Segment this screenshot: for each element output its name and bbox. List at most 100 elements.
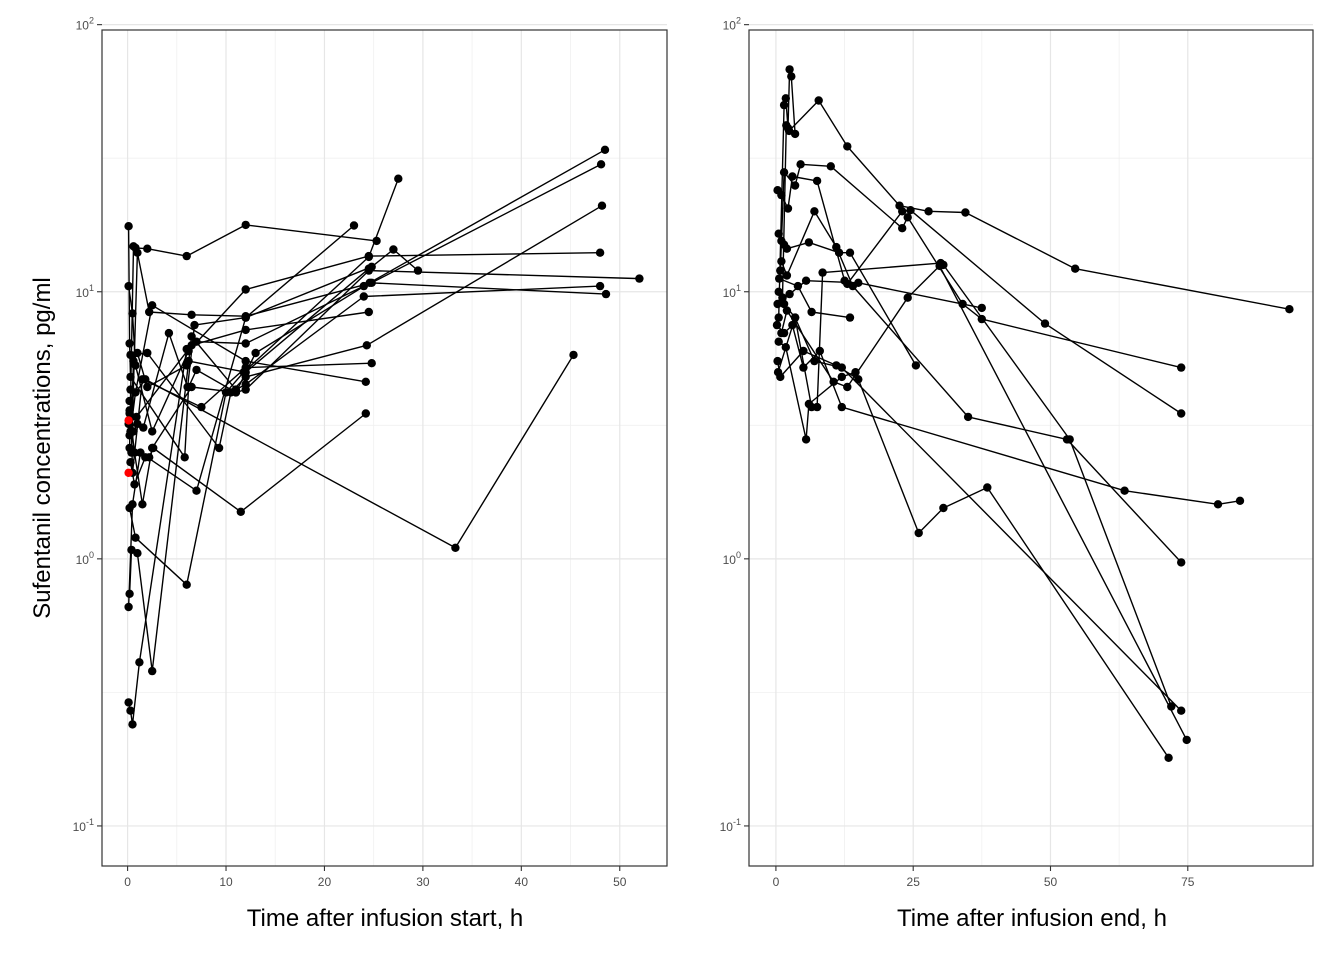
y-tick-label: 102	[76, 16, 94, 33]
data-point-s12-5	[367, 359, 376, 368]
data-point-s1-6	[924, 207, 933, 216]
data-point-s5-2	[810, 207, 819, 216]
data-point-s9-1	[781, 343, 790, 352]
data-point-s14-3	[145, 453, 154, 462]
data-point-s13-3	[845, 313, 855, 322]
data-point-s8-6	[597, 201, 607, 210]
data-point-s12-6	[1182, 735, 1191, 745]
y-tick-label: 101	[76, 283, 94, 300]
data-point-s2-1	[779, 168, 789, 177]
data-point-s13-2	[451, 543, 460, 552]
data-point-s7-8	[1065, 435, 1074, 444]
y-tick-label: 100	[723, 550, 741, 567]
data-point-s15-5	[183, 382, 192, 392]
data-point-s2-6	[372, 236, 381, 246]
data-point-s16-1	[129, 356, 138, 366]
data-point-s12-0	[126, 385, 135, 394]
data-point-s4-0	[774, 229, 783, 238]
panel-left: 0 10 20 30 40 50 10-1 100 101 102	[73, 16, 668, 889]
data-point-s11-0	[125, 503, 134, 513]
data-point-s15-6	[190, 320, 199, 330]
x-tick-label: 75	[1181, 875, 1195, 889]
data-point-s15-7	[241, 313, 250, 322]
data-point-s7-4	[812, 402, 822, 412]
data-point-s8-2	[214, 443, 224, 453]
data-point-s0-5	[192, 365, 201, 375]
data-point-s7-1	[130, 448, 139, 457]
data-point-s9-6	[914, 528, 923, 538]
data-point-s12-0	[777, 328, 786, 338]
data-point-s10-2	[799, 346, 808, 356]
data-point-s7-2	[138, 500, 147, 509]
data-point-s9-4	[364, 307, 373, 317]
data-point-s8-5	[362, 341, 371, 350]
data-point-s11-3	[221, 388, 231, 397]
data-point-s1-2	[784, 126, 794, 136]
data-point-s9-2	[801, 435, 811, 444]
data-point-s3-7	[898, 207, 907, 216]
data-point-s9-0	[774, 337, 783, 346]
data-point-s7-8	[601, 289, 611, 299]
data-point-s0-1	[779, 100, 789, 110]
data-point-s7-9	[1167, 702, 1176, 711]
data-point-s0-2	[781, 94, 790, 103]
data-point-s2-3	[143, 244, 152, 253]
data-point-s5-3	[148, 666, 157, 676]
data-point-s10-0	[124, 602, 133, 612]
x-axis-title-right: Time after infusion end, h	[897, 905, 1167, 932]
highlight-point-0	[124, 416, 133, 425]
data-point-s6-0	[773, 299, 782, 309]
data-point-s9-8	[983, 483, 992, 492]
data-point-s8-0	[772, 320, 782, 330]
data-point-s16-6	[241, 368, 250, 377]
data-point-s13-2	[807, 307, 816, 317]
data-point-s10-3	[192, 486, 201, 495]
series-line-13	[778, 277, 851, 319]
data-point-s0-9	[635, 274, 644, 283]
data-point-s1-0	[124, 281, 133, 291]
data-point-s10-4	[854, 375, 863, 384]
data-point-s4-3	[148, 301, 157, 310]
data-point-s4-3	[782, 244, 792, 253]
data-point-s11-0	[773, 368, 783, 377]
data-point-s4-4	[804, 238, 814, 247]
data-point-s5-6	[241, 380, 250, 389]
panel-right: 0 25 50 75 10-1 100 101 102	[720, 16, 1314, 889]
data-point-s16-7	[364, 264, 373, 273]
data-point-s15-4	[164, 328, 174, 338]
data-point-s5-7	[1177, 558, 1186, 567]
x-tick-label: 0	[773, 875, 780, 889]
x-tick-label: 30	[416, 875, 430, 889]
data-point-s8-2	[788, 320, 797, 330]
data-point-s2-5	[241, 220, 250, 230]
data-point-s14-6	[361, 409, 370, 418]
data-point-s1-3	[148, 427, 157, 436]
data-point-s12-3	[197, 402, 206, 412]
data-point-s11-5	[364, 252, 373, 262]
data-point-s2-4	[182, 251, 191, 261]
data-point-s3-6	[596, 160, 606, 169]
data-point-s3-1	[133, 248, 142, 257]
data-point-s3-3	[187, 310, 196, 319]
x-tick-label: 50	[613, 875, 627, 889]
data-point-s7-7	[365, 278, 374, 287]
data-point-s5-1	[782, 271, 792, 280]
data-point-s4-4	[241, 356, 250, 366]
data-point-s5-5	[963, 412, 973, 422]
data-point-s6-1	[126, 706, 135, 715]
y-tick-label: 102	[723, 16, 741, 33]
data-point-s2-9	[1177, 363, 1186, 372]
data-point-s2-6	[903, 213, 912, 222]
data-point-s1-1	[128, 309, 137, 318]
data-point-s0-4	[785, 65, 794, 74]
data-point-s13-0	[125, 396, 134, 406]
data-point-s0-1	[125, 339, 134, 348]
data-point-s5-3	[832, 242, 841, 252]
data-point-s11-1	[790, 313, 800, 322]
data-point-s1-5	[241, 285, 250, 294]
data-point-s2-2	[790, 181, 800, 190]
data-point-s6-4	[854, 278, 863, 287]
data-point-s8-1	[143, 348, 152, 358]
data-point-s3-10	[1177, 409, 1186, 418]
